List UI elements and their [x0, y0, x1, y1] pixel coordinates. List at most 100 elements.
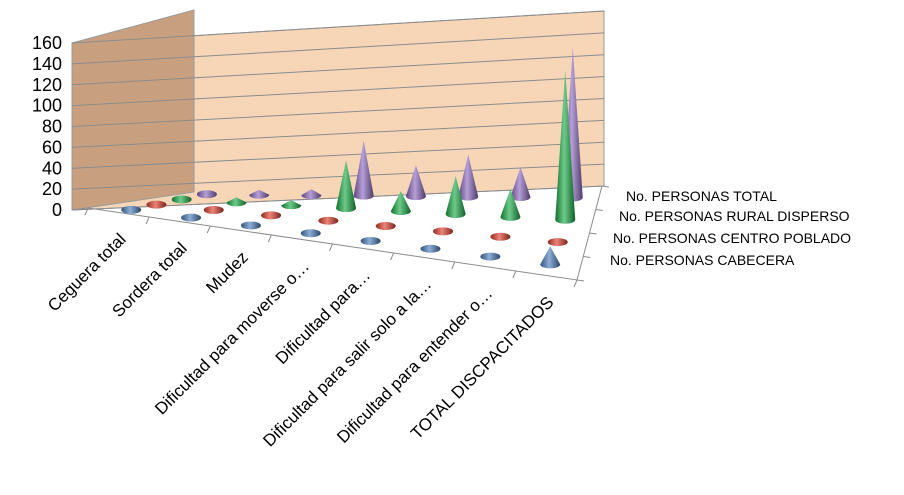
cone-mark — [226, 197, 247, 207]
category-tick — [84, 207, 89, 216]
cone-mark — [500, 188, 521, 221]
category-tick — [573, 279, 578, 288]
gridline — [71, 98, 605, 127]
cone-body — [249, 189, 270, 199]
series-tick — [576, 279, 585, 282]
cone-mark — [458, 154, 479, 201]
cone-mark — [240, 221, 261, 230]
gridline — [71, 141, 605, 169]
category-tick — [451, 261, 456, 270]
cone-body — [353, 140, 374, 200]
cone-mark — [405, 165, 426, 201]
cone-mark — [249, 189, 270, 199]
category-tick — [206, 225, 211, 234]
cone-mark — [375, 222, 396, 231]
cone-mark — [433, 227, 454, 236]
cone-base — [300, 229, 321, 238]
y-tick-label: 120 — [32, 75, 62, 95]
cone-mark — [318, 216, 339, 225]
y-tick-label: 80 — [42, 117, 62, 137]
cone-marks — [121, 47, 583, 269]
cone-body — [540, 246, 561, 269]
category-tick — [267, 234, 272, 243]
cone-base — [146, 200, 167, 209]
series-tick — [583, 256, 591, 258]
cone-mark — [196, 190, 217, 199]
y-tick-label: 160 — [32, 33, 62, 53]
cone-body — [226, 197, 247, 207]
cone-mark — [171, 195, 192, 204]
cone-mark — [146, 200, 167, 209]
cone-mark — [301, 189, 322, 200]
cone-mark — [420, 244, 441, 253]
y-tick-label: 100 — [32, 96, 62, 116]
category-tick — [390, 252, 395, 261]
cone-mark — [360, 237, 381, 246]
series-tick — [601, 185, 610, 188]
y-tick-label: 140 — [32, 54, 62, 74]
cone-base — [433, 227, 454, 236]
cone-base — [181, 213, 202, 222]
cone-mark — [281, 200, 302, 210]
gridline — [71, 119, 605, 148]
series-label: No. PERSONAS RURAL DISPERSO — [619, 208, 850, 224]
y-tick-label: 20 — [42, 179, 62, 199]
cone-mark — [510, 167, 531, 202]
y-tick-label: 0 — [52, 200, 62, 220]
cone-body — [336, 160, 357, 213]
category-label: Mudez — [202, 248, 252, 298]
cone-base — [318, 216, 339, 225]
cone-mark — [480, 252, 501, 261]
cone-body — [458, 154, 479, 201]
gridline — [71, 10, 605, 44]
cone-base — [171, 195, 192, 204]
cone-base — [203, 206, 224, 215]
cone-mark — [121, 205, 142, 214]
gridline — [71, 54, 605, 86]
cone-base — [420, 244, 441, 253]
cone-mark — [300, 229, 321, 238]
cone-body — [555, 69, 576, 224]
cone-body — [405, 165, 426, 201]
cone-mark — [181, 213, 202, 222]
cone-mark — [261, 211, 282, 220]
cone-mark — [540, 246, 561, 269]
cone-mark — [490, 232, 511, 241]
cone-base — [375, 222, 396, 231]
category-tick — [329, 243, 333, 252]
y-tick-label: 40 — [42, 158, 62, 178]
cone-mark — [555, 69, 576, 224]
cone-body — [500, 188, 521, 221]
gridline — [71, 76, 605, 107]
cone-base — [547, 238, 568, 247]
cone-body — [510, 167, 531, 202]
cone-mark — [445, 175, 466, 218]
cone-base — [360, 237, 381, 246]
series-label: No. PERSONAS CABECERA — [610, 252, 795, 268]
category-label: TOTAL DISCPACITADOS — [407, 293, 557, 443]
cone-base — [196, 190, 217, 199]
series-label: No. PERSONAS TOTAL — [626, 188, 777, 204]
cone-base — [480, 252, 501, 261]
gridline — [71, 32, 605, 65]
y-tick-label: 60 — [42, 137, 62, 157]
cone-mark — [203, 206, 224, 215]
floor-edge-left — [71, 207, 89, 211]
side-wall — [71, 9, 195, 211]
category-tick — [512, 270, 517, 279]
gridline — [71, 163, 605, 190]
series-tick — [589, 232, 597, 235]
chart-frame — [71, 9, 610, 288]
cone-body — [390, 191, 411, 216]
cone-base — [261, 211, 282, 220]
series-labels: No. PERSONAS CABECERA No. PERSONAS CENTRO… — [610, 188, 851, 268]
cone-mark — [353, 140, 374, 200]
cone-base — [490, 232, 511, 241]
series-label: No. PERSONAS CENTRO POBLADO — [613, 230, 851, 246]
cone-base — [121, 205, 142, 214]
cone-base — [240, 221, 261, 230]
cone-mark — [547, 238, 568, 247]
cone-body — [281, 200, 302, 210]
